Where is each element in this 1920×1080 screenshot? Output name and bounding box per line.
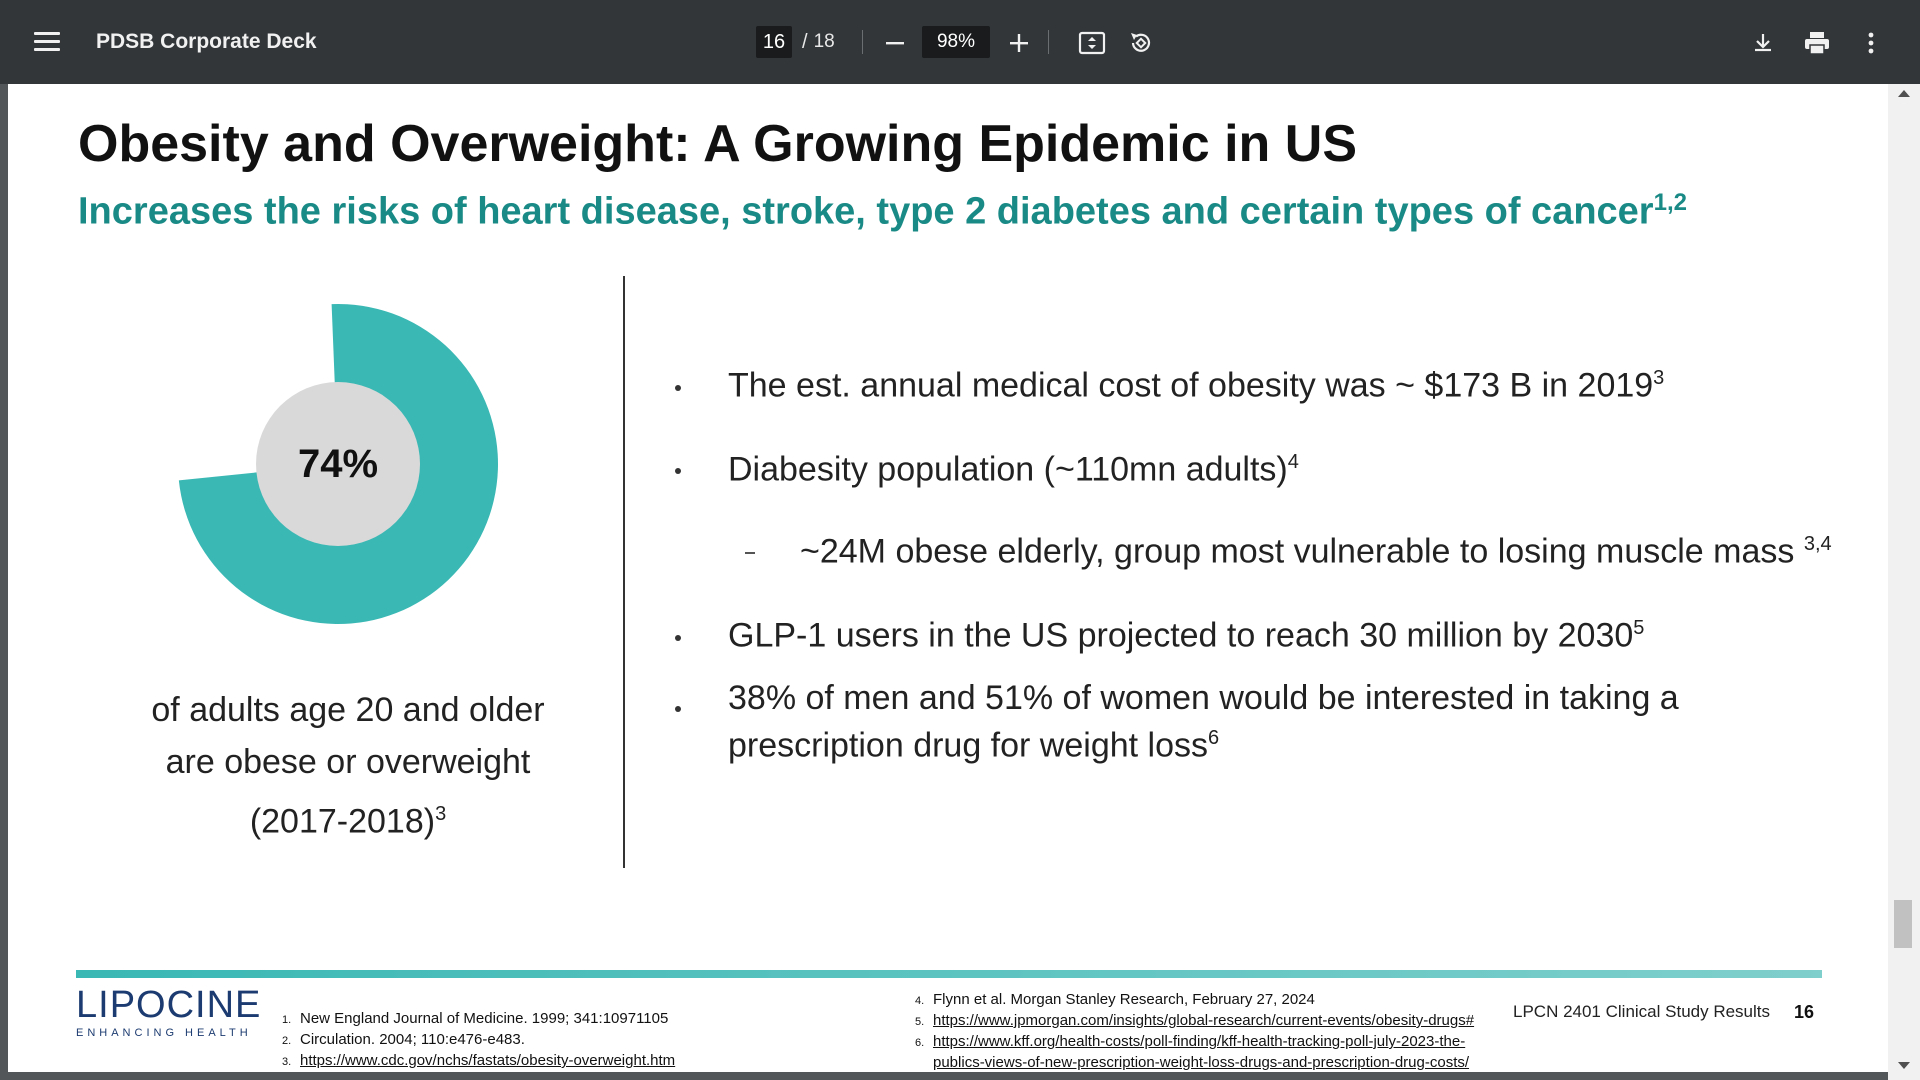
- slide-title: Obesity and Overweight: A Growing Epidem…: [78, 115, 1358, 173]
- reference-item: 4. Flynn et al. Morgan Stanley Research, …: [915, 990, 1474, 1011]
- bullet-2: Diabesity population (~110mn adults)4: [728, 442, 1299, 489]
- zoom-out-button[interactable]: [878, 26, 912, 60]
- more-vert-icon: [1868, 32, 1874, 54]
- sub-bullet-1-footnote: 3,4: [1803, 533, 1832, 555]
- reference-number: 6.: [915, 1037, 925, 1049]
- references-right: 4. Flynn et al. Morgan Stanley Research, …: [915, 990, 1474, 1072]
- fit-page-button[interactable]: [1075, 26, 1109, 60]
- reference-link[interactable]: https://www.cdc.gov/nchs/fastats/obesity…: [300, 1052, 676, 1069]
- donut-value-label: 74%: [297, 441, 379, 486]
- sub-bullet-dash: [745, 552, 755, 554]
- reference-number: 5.: [915, 1016, 925, 1028]
- slide-page-number: 16: [1794, 1002, 1815, 1022]
- rotate-button[interactable]: [1124, 26, 1158, 60]
- bullet-1-footnote: 3: [1653, 367, 1665, 389]
- reference-number: 4.: [915, 995, 925, 1007]
- reference-item: 3. https://www.cdc.gov/nchs/fastats/obesi…: [282, 1051, 675, 1072]
- caption-line-1: of adults age 20 and older: [151, 691, 545, 729]
- caption-line-2: are obese or overweight: [165, 743, 531, 781]
- reference-link[interactable]: https://www.jpmorgan.com/insights/global…: [933, 1012, 1475, 1029]
- bullet-dot: [675, 635, 681, 641]
- obesity-donut-chart: 74%: [168, 294, 508, 634]
- reference-item: 5. https://www.jpmorgan.com/insights/glob…: [915, 1011, 1474, 1032]
- more-options-button[interactable]: [1854, 26, 1888, 60]
- pdf-page: Obesity and Overweight: A Growing Epidem…: [8, 84, 1888, 1072]
- slide-subtitle: Increases the risks of heart disease, st…: [78, 189, 1687, 234]
- donut-svg: [178, 304, 498, 624]
- logo-wordmark: LIPOCINE: [76, 984, 262, 1026]
- page-total: 18: [813, 31, 835, 52]
- pdf-toolbar: PDSB Corporate Deck 16 / 18 98%: [0, 0, 1920, 84]
- print-icon: [1805, 32, 1829, 55]
- reference-text: Flynn et al. Morgan Stanley Research, Fe…: [933, 991, 1315, 1008]
- bullet-1: The est. annual medical cost of obesity …: [728, 358, 1664, 405]
- fit-page-icon: [1078, 31, 1106, 55]
- references-left: 1. New England Journal of Medicine. 1999;…: [282, 1009, 675, 1072]
- download-icon: [1755, 34, 1771, 52]
- bullet-2-footnote: 4: [1287, 451, 1299, 473]
- print-button[interactable]: [1800, 26, 1834, 60]
- bullet-4-footnote: 6: [1208, 727, 1220, 749]
- page-navigator: 16 / 18: [756, 26, 835, 58]
- bullet-1-text: The est. annual medical cost of obesity …: [728, 366, 1654, 405]
- caption-line-3: (2017-2018)3: [98, 788, 598, 847]
- plus-icon: [1010, 34, 1028, 52]
- bullet-2-text: Diabesity population (~110mn adults): [728, 450, 1288, 489]
- sub-bullet-1-text: ~24M obese elderly, group most vulnerabl…: [800, 532, 1804, 571]
- zoom-level-input[interactable]: 98%: [922, 26, 990, 58]
- download-button[interactable]: [1746, 26, 1780, 60]
- subtitle-text: Increases the risks of heart disease, st…: [78, 190, 1654, 233]
- menu-icon[interactable]: [34, 32, 60, 52]
- reference-link[interactable]: https://www.kff.org/health-costs/poll-fi…: [933, 1033, 1466, 1050]
- reference-number: 2.: [282, 1035, 292, 1047]
- column-divider: [623, 276, 625, 868]
- bullet-4-line-2-text: prescription drug for weight loss: [728, 726, 1209, 765]
- reference-item: 2. Circulation. 2004; 110:e476-e483.: [282, 1030, 675, 1051]
- bullet-3: GLP-1 users in the US projected to reach…: [728, 608, 1644, 655]
- bullet-dot: [675, 385, 681, 391]
- page-separator: /: [802, 30, 808, 53]
- bullet-4-line-2: prescription drug for weight loss6: [728, 718, 1679, 765]
- bullet-3-text: GLP-1 users in the US projected to reach…: [728, 616, 1634, 655]
- study-label: LPCN 2401 Clinical Study Results: [1513, 1002, 1771, 1021]
- scrollbar-thumb[interactable]: [1894, 900, 1912, 948]
- bullet-4: 38% of men and 51% of women would be int…: [728, 678, 1679, 765]
- scroll-up-arrow-icon[interactable]: [1898, 90, 1910, 97]
- caption-footnote: 3: [435, 803, 447, 825]
- reference-number: 3.: [282, 1056, 292, 1068]
- sub-bullet-1: ~24M obese elderly, group most vulnerabl…: [800, 524, 1832, 571]
- reference-link[interactable]: publics-views-of-new-prescription-weight…: [933, 1054, 1470, 1071]
- minus-icon: [886, 42, 904, 45]
- rotate-icon: [1131, 33, 1151, 52]
- document-title: PDSB Corporate Deck: [96, 30, 317, 53]
- toolbar-divider: [862, 30, 863, 54]
- reference-number: 1.: [282, 1014, 292, 1026]
- page-number-input[interactable]: 16: [756, 26, 792, 58]
- reference-item: publics-views-of-new-prescription-weight…: [915, 1053, 1474, 1072]
- reference-text: New England Journal of Medicine. 1999; 3…: [300, 1010, 669, 1027]
- bullet-dot: [675, 468, 681, 474]
- zoom-in-button[interactable]: [1002, 26, 1036, 60]
- logo-tagline: ENHANCING HEALTH: [76, 1027, 252, 1039]
- bullet-3-footnote: 5: [1633, 617, 1645, 639]
- subtitle-footnote: 1,2: [1653, 189, 1687, 216]
- bullet-dot: [675, 706, 681, 712]
- donut-caption: of adults age 20 and older are obese or …: [98, 684, 598, 847]
- toolbar-divider: [1048, 30, 1049, 54]
- footer-rule: [76, 970, 1822, 978]
- caption-line-3-text: (2017-2018): [249, 802, 436, 841]
- company-logo: LIPOCINE ENHANCING HEALTH: [76, 984, 261, 1039]
- reference-text: Circulation. 2004; 110:e476-e483.: [300, 1031, 525, 1048]
- reference-item: 1. New England Journal of Medicine. 1999;…: [282, 1009, 675, 1030]
- donut-center: [256, 382, 420, 546]
- scroll-down-arrow-icon[interactable]: [1898, 1062, 1910, 1069]
- reference-item: 6. https://www.kff.org/health-costs/poll-…: [915, 1032, 1474, 1053]
- bullet-4-line-1: 38% of men and 51% of women would be int…: [728, 679, 1679, 717]
